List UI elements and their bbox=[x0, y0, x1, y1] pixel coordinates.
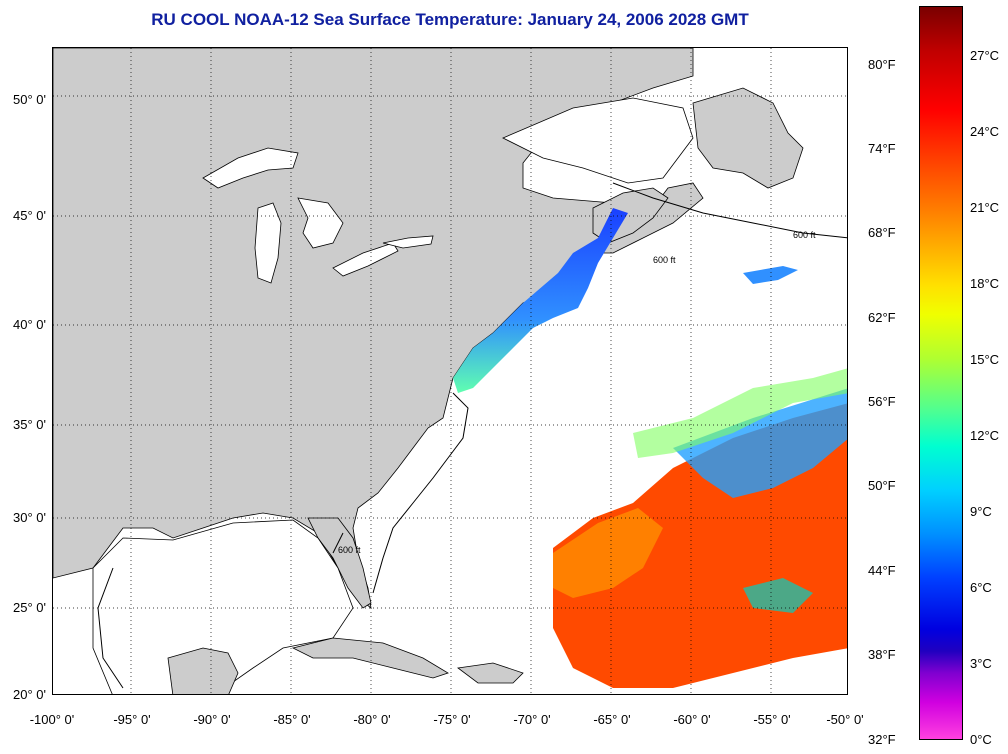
lake-superior bbox=[202, 147, 299, 189]
graticule bbox=[53, 48, 847, 694]
lat-label-25: 25° 0' bbox=[13, 600, 46, 615]
contour-label-2: 600 ft bbox=[653, 255, 676, 265]
lat-label-20: 20° 0' bbox=[13, 687, 46, 702]
contour-label-3: 600 ft bbox=[793, 230, 816, 240]
lake-huron bbox=[297, 197, 344, 249]
colorbar-c-21: 21°C bbox=[970, 200, 1000, 215]
colorbar-f-62: 62°F bbox=[868, 310, 896, 325]
hispaniola-land bbox=[456, 662, 524, 684]
lon-label-70: -70° 0' bbox=[513, 712, 551, 727]
colorbar-f-38: 38°F bbox=[868, 647, 896, 662]
map-canvas: 600 ft 600 ft 600 ft bbox=[53, 48, 847, 694]
lon-label-80: -80° 0' bbox=[353, 712, 391, 727]
lon-label-65: -65° 0' bbox=[593, 712, 631, 727]
colorbar-f-44: 44°F bbox=[868, 563, 896, 578]
cuba-land bbox=[291, 637, 449, 679]
colorbar-c-18: 18°C bbox=[970, 276, 1000, 291]
map-title: RU COOL NOAA-12 Sea Surface Temperature:… bbox=[151, 10, 749, 29]
colorbar-f-56: 56°F bbox=[868, 394, 896, 409]
colorbar-c-0: 0°C bbox=[970, 732, 992, 747]
lat-label-50: 50° 0' bbox=[13, 92, 46, 107]
lon-label-85: -85° 0' bbox=[273, 712, 311, 727]
lat-label-40: 40° 0' bbox=[13, 317, 46, 332]
st-lawrence-gulf bbox=[502, 97, 694, 184]
sst-cool-streak bbox=[673, 388, 847, 498]
colorbar-f-74: 74°F bbox=[868, 141, 896, 156]
lake-erie bbox=[332, 242, 399, 277]
temperature-colorbar bbox=[919, 6, 963, 740]
lon-label-100: -100° 0' bbox=[29, 712, 75, 727]
north-america-land bbox=[53, 48, 704, 609]
colorbar-c-12: 12°C bbox=[970, 428, 1000, 443]
newfoundland-land bbox=[692, 87, 804, 189]
colorbar-c-27: 27°C bbox=[970, 48, 1000, 63]
lon-label-50: -50° 0' bbox=[826, 712, 864, 727]
lon-label-60: -60° 0' bbox=[673, 712, 711, 727]
colorbar-c-6: 6°C bbox=[970, 580, 992, 595]
lon-label-75: -75° 0' bbox=[433, 712, 471, 727]
sst-teal-patch bbox=[743, 578, 813, 613]
lat-label-35: 35° 0' bbox=[13, 417, 46, 432]
colorbar-f-68: 68°F bbox=[868, 225, 896, 240]
colorbar-c-9: 9°C bbox=[970, 504, 992, 519]
depth-contour-600ft bbox=[97, 182, 847, 689]
colorbar-f-80: 80°F bbox=[868, 57, 896, 72]
sst-fringe-green bbox=[633, 368, 847, 458]
colorbar-f-32: 32°F bbox=[868, 732, 896, 747]
contour-label-1: 600 ft bbox=[338, 545, 361, 555]
sst-cold-coastal bbox=[453, 208, 628, 393]
florida-land bbox=[307, 517, 372, 609]
sst-cold-patch-east bbox=[743, 266, 798, 284]
sst-warm-orange-west bbox=[553, 508, 663, 598]
lon-label-90: -90° 0' bbox=[193, 712, 231, 727]
lake-michigan bbox=[254, 202, 282, 284]
colorbar-c-24: 24°C bbox=[970, 124, 1000, 139]
colorbar-c-3: 3°C bbox=[970, 656, 992, 671]
lon-label-55: -55° 0' bbox=[753, 712, 791, 727]
yucatan-land bbox=[167, 647, 239, 694]
colorbar-f-50: 50°F bbox=[868, 478, 896, 493]
lat-label-30: 30° 0' bbox=[13, 510, 46, 525]
lake-ontario bbox=[382, 235, 434, 249]
lon-label-95: -95° 0' bbox=[113, 712, 151, 727]
sst-map[interactable]: 600 ft 600 ft 600 ft bbox=[52, 47, 848, 695]
colorbar-c-15: 15°C bbox=[970, 352, 1000, 367]
lat-label-45: 45° 0' bbox=[13, 208, 46, 223]
